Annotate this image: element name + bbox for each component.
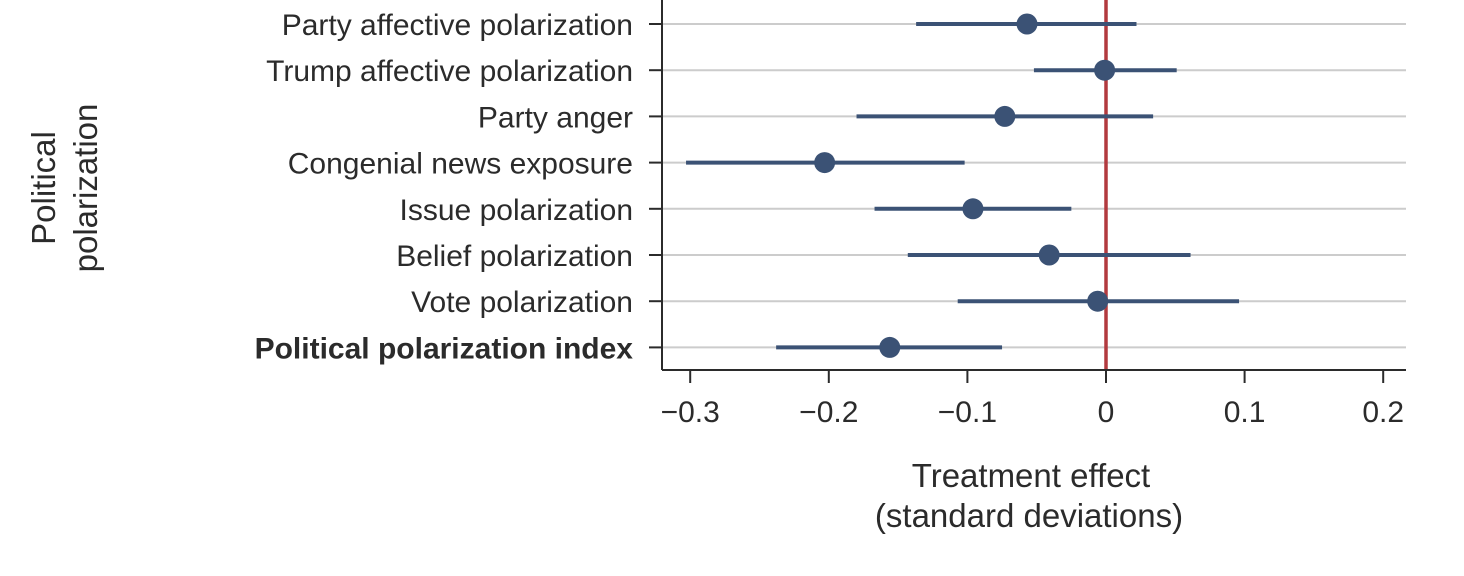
estimate-point: [1016, 13, 1038, 35]
x-tick-label: 0.1: [1224, 396, 1266, 429]
x-tick-label: −0.2: [799, 396, 858, 429]
x-tick-label: 0.2: [1362, 396, 1404, 429]
estimate-point: [962, 198, 984, 220]
estimate-point: [1038, 244, 1060, 266]
row-label: Vote polarization: [411, 286, 633, 319]
row-label: Congenial news exposure: [288, 148, 633, 181]
x-axis-title-line-2: (standard deviations): [875, 497, 1183, 534]
group-title-line-2: polarization: [67, 104, 104, 273]
gridlines: [649, 23, 1406, 349]
confidence-intervals: [686, 22, 1240, 350]
row-label: Party affective polarization: [282, 9, 633, 42]
group-title-line-1: Political: [25, 131, 62, 245]
estimate-point: [1087, 290, 1109, 312]
row-label: Political polarization index: [255, 332, 634, 365]
estimate-point: [814, 152, 836, 174]
point-estimates: [814, 13, 1116, 358]
x-tick-label: −0.3: [661, 396, 720, 429]
estimate-point: [994, 105, 1016, 127]
row-labels: Party affective polarization Trump affect…: [255, 9, 634, 365]
axes: [661, 0, 1406, 371]
row-label: Party anger: [478, 101, 633, 134]
x-tick-label: 0: [1098, 396, 1115, 429]
estimate-point: [1094, 59, 1116, 81]
x-ticks: −0.3 −0.2 −0.1 0 0.1 0.2: [661, 370, 1404, 429]
row-label: Belief polarization: [396, 240, 633, 273]
estimate-point: [879, 336, 901, 358]
row-label: Trump affective polarization: [266, 55, 633, 88]
row-label: Issue polarization: [400, 194, 633, 227]
group-title: Political polarization: [25, 104, 104, 273]
x-axis-title-line-1: Treatment effect: [912, 457, 1150, 494]
x-tick-label: −0.1: [938, 396, 997, 429]
